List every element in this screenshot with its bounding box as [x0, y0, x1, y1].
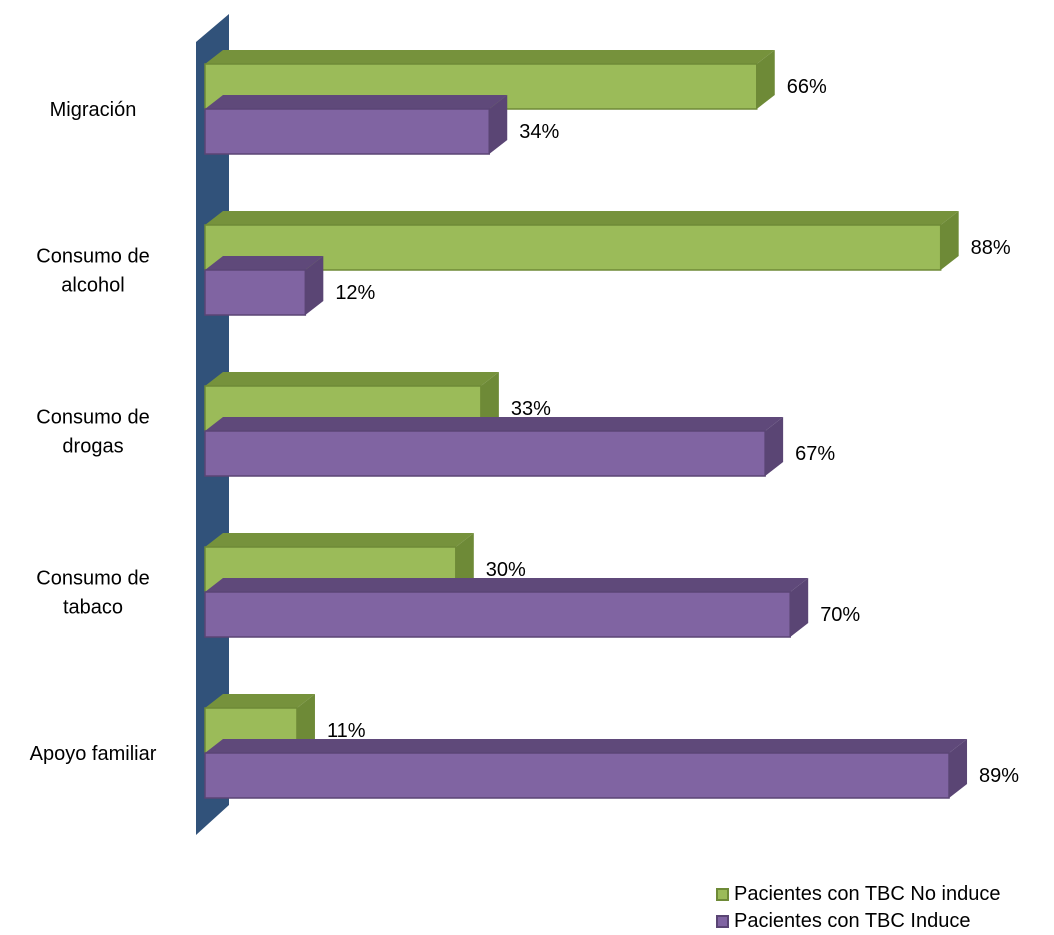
data-label: 33%	[511, 398, 551, 420]
bar-front-face	[204, 752, 950, 799]
data-label: 11%	[327, 720, 366, 742]
data-label: 89%	[979, 765, 1019, 787]
bar-top-face	[205, 694, 315, 708]
bar-side-face	[455, 533, 474, 592]
category-label: Apoyo familiar	[30, 743, 157, 765]
bar-front-face	[204, 108, 490, 155]
bar-top-face	[205, 578, 809, 592]
bars-group	[204, 50, 968, 799]
bar-top-face	[205, 533, 474, 547]
category-label: Migración	[50, 99, 137, 121]
data-labels: 66% 34% 88% 12% 33% 67% 30% 70% 11% 89%	[327, 76, 1019, 787]
bar-side-face	[790, 578, 809, 637]
bar-induce-4	[204, 739, 968, 799]
bar-side-face	[949, 739, 968, 798]
bar-top-face	[205, 256, 324, 270]
data-label: 70%	[820, 604, 860, 626]
bar-side-face	[480, 372, 499, 431]
bar-side-face	[765, 417, 784, 476]
bar-top-face	[205, 95, 508, 109]
legend: Pacientes con TBC No induce Pacientes co…	[716, 881, 1000, 935]
bar-induce-3	[204, 578, 809, 638]
bar-induce-0	[204, 95, 508, 155]
data-label: 67%	[795, 443, 835, 465]
legend-item-no-induce: Pacientes con TBC No induce	[716, 881, 1000, 908]
bar-front-face	[204, 430, 766, 477]
data-label: 88%	[971, 237, 1011, 259]
category-labels: Migración Consumo de alcohol Consumo de drog…	[30, 99, 157, 765]
bar-side-face	[756, 50, 775, 109]
bar-front-face	[204, 269, 307, 316]
bar-side-face	[940, 211, 959, 270]
data-label: 34%	[519, 121, 559, 143]
legend-swatch-induce	[716, 915, 729, 928]
legend-swatch-no-induce	[716, 888, 729, 901]
legend-label-no-induce: Pacientes con TBC No induce	[734, 883, 1001, 905]
bar-front-face	[204, 224, 942, 271]
bar-top-face	[205, 417, 784, 431]
bar-induce-1	[204, 256, 324, 316]
category-label: Consumo de tabaco	[36, 568, 149, 619]
legend-label-induce: Pacientes con TBC Induce	[734, 910, 971, 932]
bar-top-face	[205, 739, 968, 753]
bar-induce-2	[204, 417, 784, 477]
legend-item-induce: Pacientes con TBC Induce	[716, 908, 1000, 935]
bar-side-face	[489, 95, 508, 154]
bar-top-face	[205, 372, 499, 386]
bar-side-face	[296, 694, 315, 753]
data-label: 30%	[486, 559, 526, 581]
bar-side-face	[305, 256, 324, 315]
category-label: Consumo de drogas	[36, 407, 149, 458]
category-label: Consumo de alcohol	[36, 246, 149, 297]
bar-no-induce-1	[204, 211, 959, 271]
bar-top-face	[205, 211, 959, 225]
data-label: 12%	[335, 282, 375, 304]
data-label: 66%	[787, 76, 827, 98]
bar-front-face	[204, 591, 791, 638]
bar-top-face	[205, 50, 775, 64]
